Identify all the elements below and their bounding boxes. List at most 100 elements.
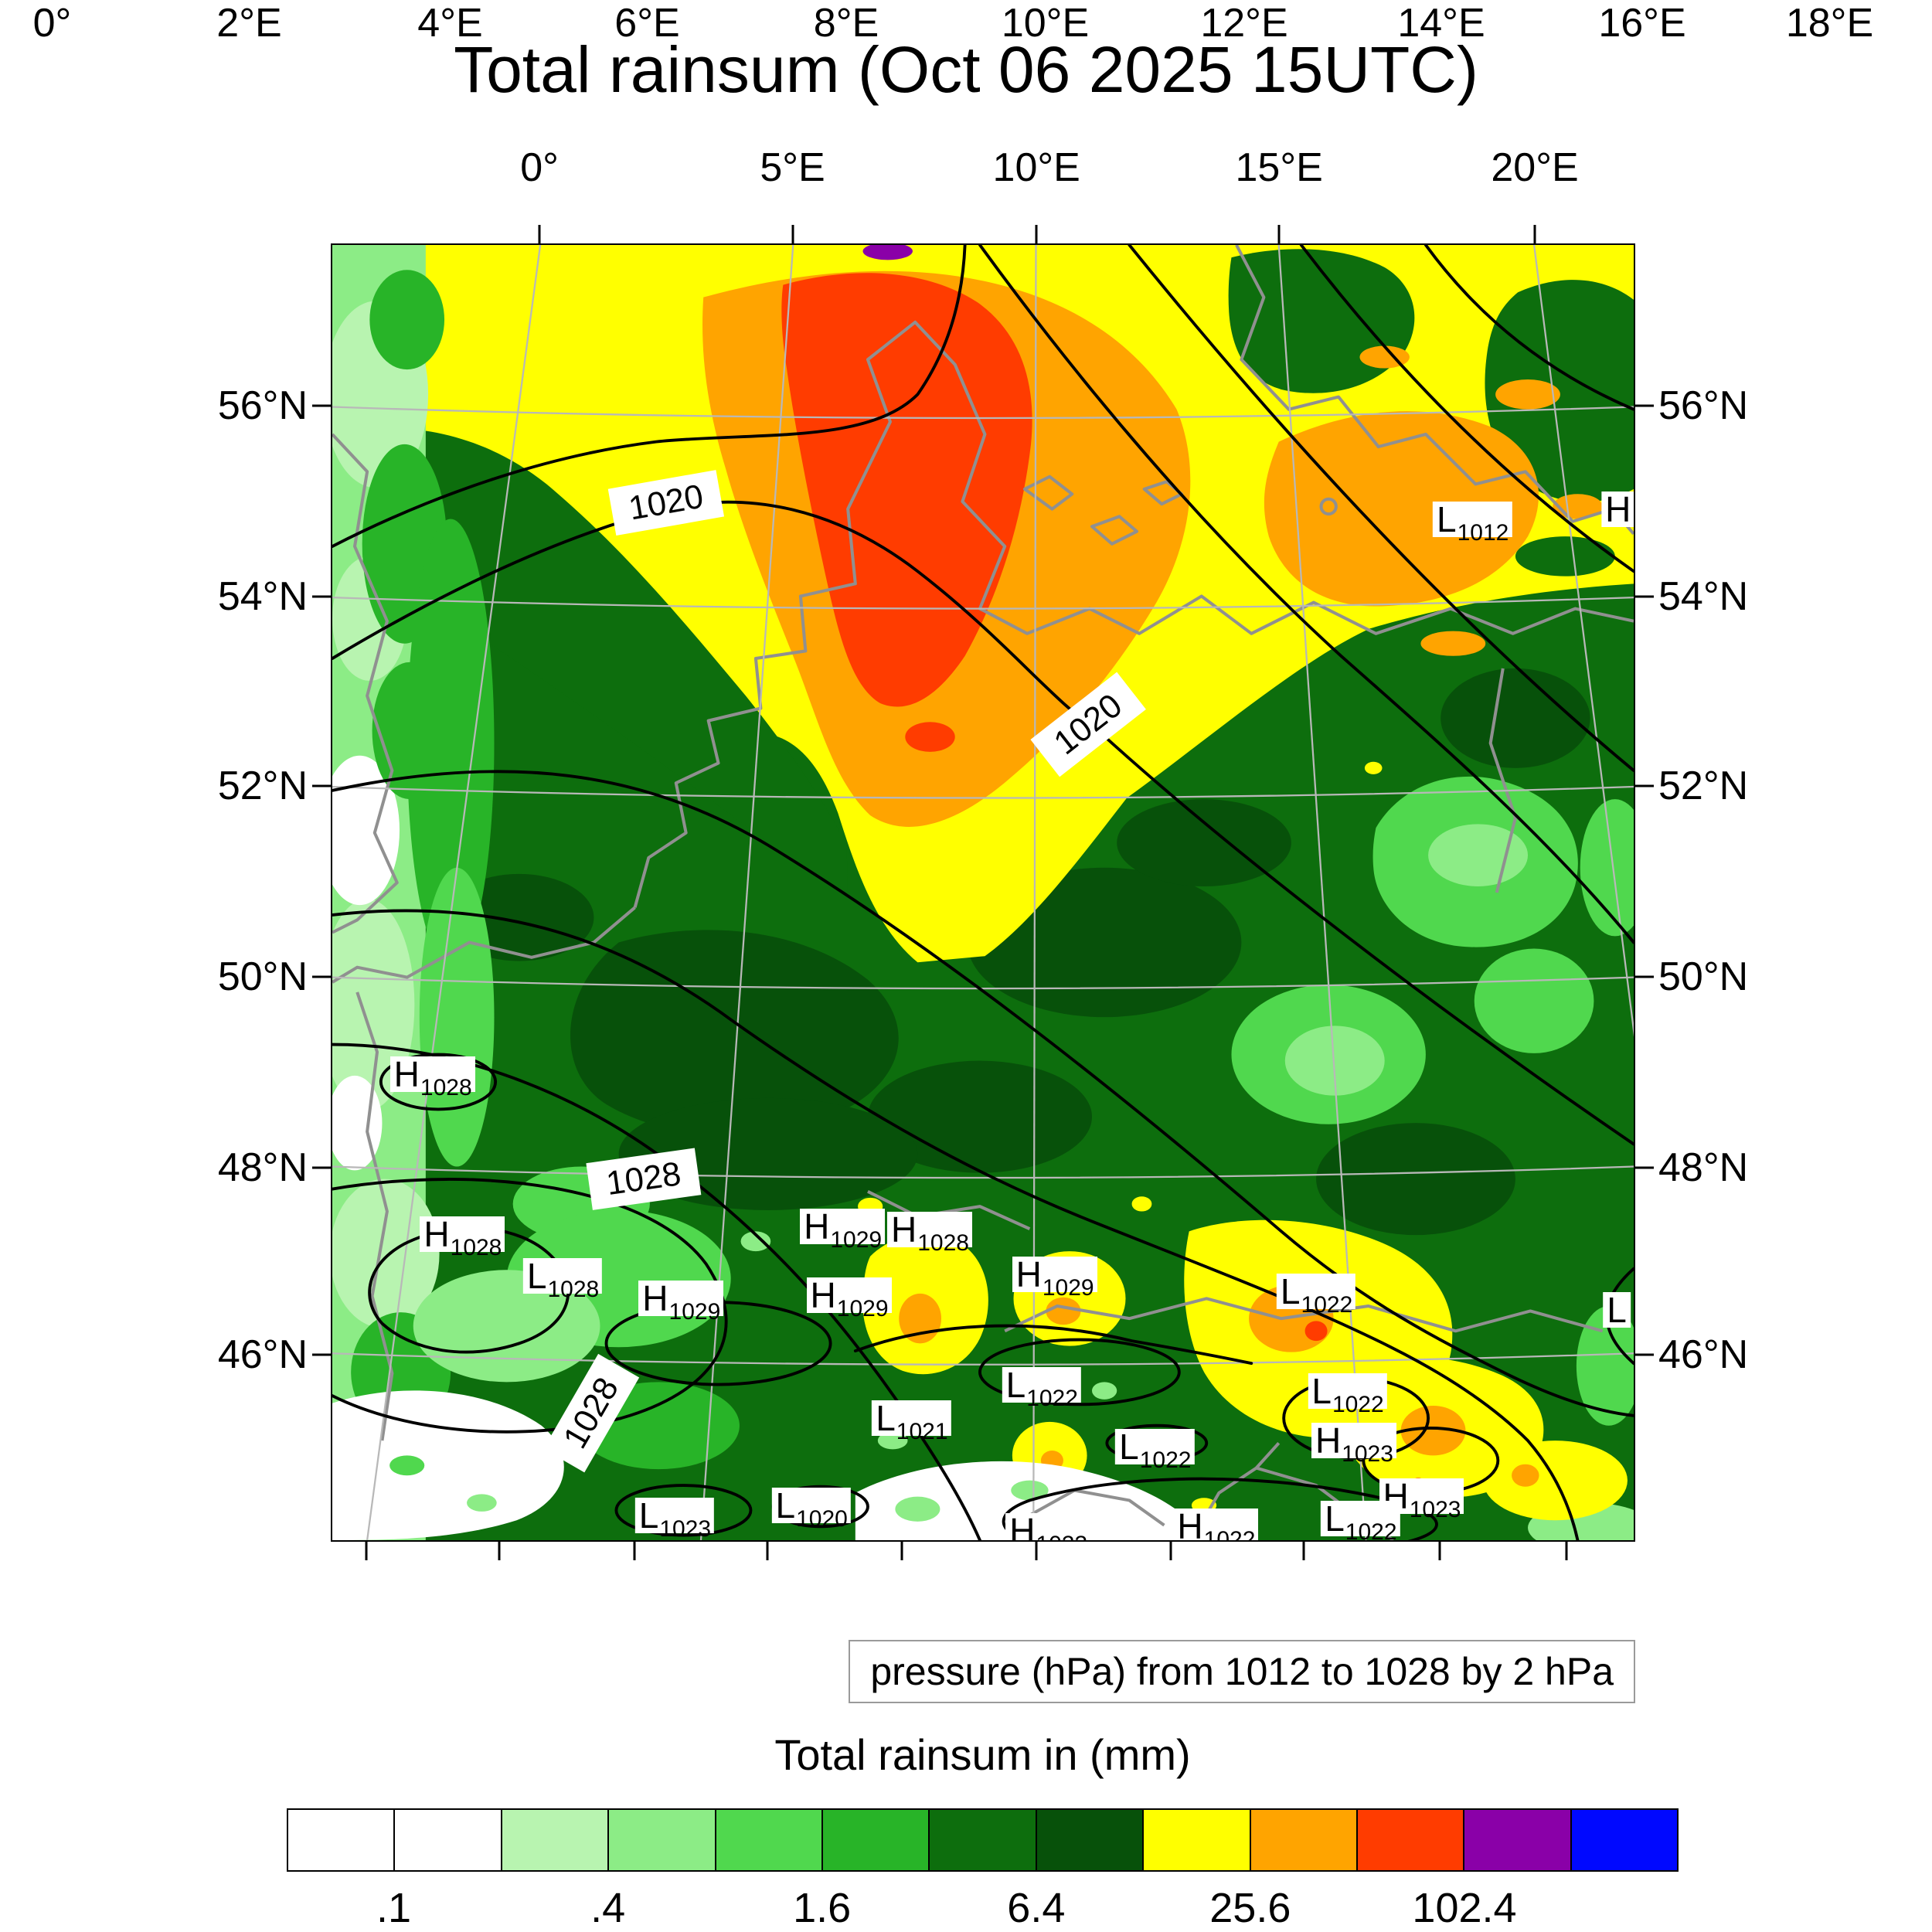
- graticule: [332, 245, 1634, 1540]
- axis-label: 54°N: [217, 573, 308, 619]
- colorbar-segment: [930, 1810, 1037, 1870]
- colorbar-segment: [1036, 1810, 1145, 1870]
- axis-ticks-bottom: [331, 1542, 1635, 1560]
- axis-label: 16°E: [1598, 1, 1686, 46]
- axis-labels-left: 56°N 54°N 52°N 50°N 48°N 46°N: [178, 243, 308, 1542]
- axis-tick: [1302, 1542, 1305, 1560]
- axis-tick: [312, 975, 331, 978]
- axis-ticks-top: [331, 225, 1635, 243]
- axis-label: 5°E: [760, 145, 825, 190]
- axis-tick: [791, 225, 794, 243]
- axis-label: 46°N: [217, 1332, 308, 1378]
- axis-label: 10°E: [1001, 1, 1090, 46]
- axis-labels-right: 56°N 54°N 52°N 50°N 48°N 46°N: [1658, 243, 1813, 1542]
- axis-label: 56°N: [1658, 383, 1749, 428]
- axis-tick: [312, 1353, 331, 1356]
- colorbar-tick-label: 6.4: [1007, 1885, 1066, 1931]
- colorbar-segment: [288, 1810, 396, 1870]
- pressure-marker-high: H1029: [1012, 1257, 1097, 1300]
- pressure-marker-high: H1023: [1311, 1422, 1396, 1465]
- axis-tick: [1533, 225, 1536, 243]
- axis-label: 10°E: [992, 145, 1080, 190]
- pressure-caption: pressure (hPa) from 1012 to 1028 by 2 hP…: [849, 1640, 1635, 1703]
- axis-label: 50°N: [217, 954, 308, 1000]
- axis-labels-bottom: 0° 2°E 4°E 6°E 8°E 10°E 12°E 14°E 16°E 18°E: [0, 0, 1874, 48]
- colorbar-tick-labels: .1 .4 1.6 6.4 25.6 102.4: [287, 1884, 1679, 1932]
- axis-label: 48°N: [217, 1145, 308, 1191]
- axis-tick: [1169, 1542, 1172, 1560]
- axis-label: 46°N: [1658, 1332, 1749, 1378]
- axis-ticks-right: [1635, 243, 1654, 1542]
- pressure-marker-low: L1022: [1276, 1274, 1356, 1317]
- axis-tick: [900, 1542, 903, 1560]
- colorbar-segment: [1250, 1810, 1358, 1870]
- axis-label: 54°N: [1658, 573, 1749, 619]
- axis-label: 52°N: [217, 764, 308, 809]
- colorbar-segment: [1144, 1810, 1251, 1870]
- pressure-marker-low: L1022: [1115, 1429, 1195, 1472]
- colorbar: [287, 1808, 1679, 1872]
- axis-label: 14°E: [1397, 1, 1485, 46]
- pressure-marker-low: L1022: [1002, 1366, 1081, 1410]
- pressure-marker-layer: L1012 H H1028 H1028 L1028 H1029 H1029 H1028 H102…: [332, 245, 1634, 1540]
- axis-tick: [766, 1542, 769, 1560]
- axis-label: 50°N: [1658, 954, 1749, 1000]
- colorbar-segment: [1357, 1810, 1465, 1870]
- axis-tick: [312, 404, 331, 407]
- pressure-marker-high: H1029: [806, 1277, 892, 1321]
- axis-label: 48°N: [1658, 1145, 1749, 1191]
- axis-tick: [1035, 1542, 1038, 1560]
- axis-tick: [1565, 1542, 1568, 1560]
- isobar-label: 1020: [607, 470, 725, 536]
- colorbar-segment: [395, 1810, 502, 1870]
- axis-tick: [1635, 1353, 1654, 1356]
- pressure-marker-high: H1028: [886, 1211, 972, 1254]
- pressure-marker-low: L1028: [522, 1258, 603, 1301]
- axis-label: 0°: [32, 1, 72, 46]
- axis-label: 4°E: [417, 1, 483, 46]
- pressure-marker-high: H: [1601, 491, 1634, 527]
- colorbar-segment: [822, 1810, 930, 1870]
- axis-tick: [1635, 595, 1654, 598]
- axis-label: 56°N: [217, 383, 308, 428]
- pressure-marker-low: L1023: [634, 1498, 715, 1540]
- axis-labels-top: 0° 5°E 10°E 15°E 20°E: [331, 143, 1635, 191]
- colorbar-tick-label: 1.6: [793, 1885, 852, 1931]
- chart-title: Total rainsum (Oct 06 2025 15UTC): [454, 33, 1478, 106]
- colorbar-tick-label: .1: [376, 1885, 412, 1931]
- pressure-marker-low: L: [1603, 1291, 1631, 1328]
- pressure-marker-low: L1022: [1308, 1373, 1387, 1417]
- axis-label: 20°E: [1491, 145, 1579, 190]
- colorbar-tick-label: 25.6: [1209, 1885, 1291, 1931]
- colorbar-segment: [716, 1810, 823, 1870]
- pressure-marker-low: L1022: [1321, 1500, 1400, 1540]
- axis-ticks-left: [312, 243, 331, 1542]
- rain-field: [332, 245, 1634, 1540]
- axis-tick: [498, 1542, 501, 1560]
- pressure-marker-low: L1012: [1433, 502, 1512, 545]
- isobar-contours: [332, 245, 1634, 1540]
- axis-label: 8°E: [813, 1, 879, 46]
- axis-label: 0°: [520, 145, 559, 190]
- pressure-marker-high: H1028: [389, 1056, 475, 1099]
- colorbar-segment: [502, 1810, 610, 1870]
- axis-label: 52°N: [1658, 764, 1749, 809]
- pressure-marker-low: L1021: [872, 1400, 951, 1444]
- pressure-marker-high: H1029: [638, 1280, 724, 1323]
- pressure-marker-low: L1020: [771, 1487, 851, 1530]
- axis-tick: [312, 595, 331, 598]
- axis-tick: [1635, 404, 1654, 407]
- pressure-marker-high: H1022: [1173, 1508, 1259, 1540]
- colorbar-segment: [1571, 1810, 1678, 1870]
- axis-tick: [538, 225, 541, 243]
- axis-label: 12°E: [1200, 1, 1288, 46]
- pressure-marker-high: H1023: [1379, 1478, 1464, 1522]
- axis-tick: [1635, 975, 1654, 978]
- axis-tick: [1438, 1542, 1441, 1560]
- axis-label: 2°E: [216, 1, 282, 46]
- colorbar-tick-label: 102.4: [1412, 1885, 1517, 1931]
- rainfall-map: 1020 1020 1028 1028: [332, 245, 1634, 1540]
- colorbar-segment: [609, 1810, 716, 1870]
- axis-tick: [312, 784, 331, 787]
